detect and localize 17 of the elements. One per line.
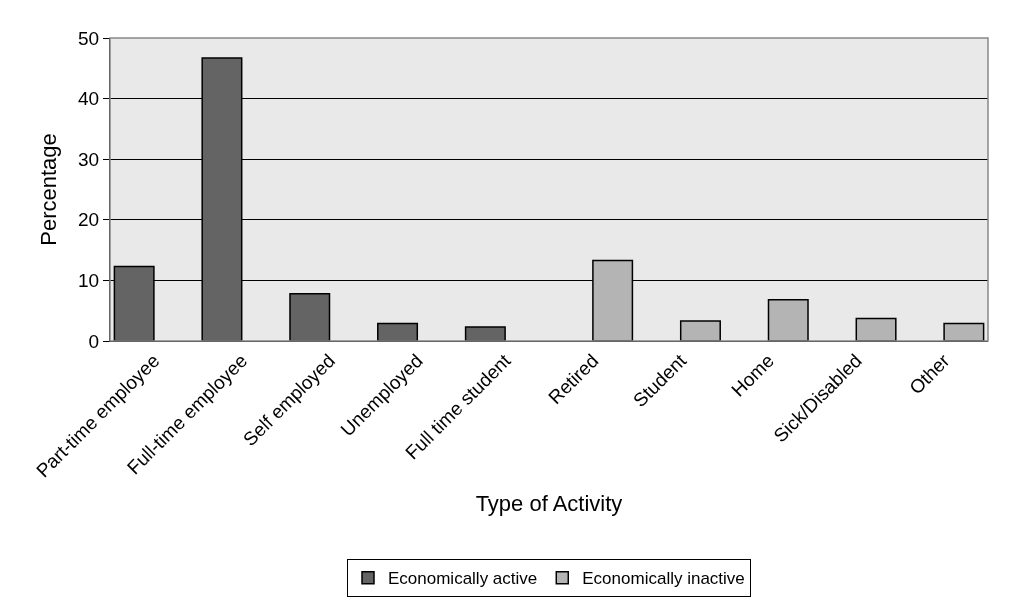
x-axis-title: Type of Activity xyxy=(475,491,623,517)
bar xyxy=(767,299,809,341)
y-tick-label: 0 xyxy=(88,330,100,352)
bar xyxy=(855,317,897,341)
y-tick-label: 50 xyxy=(78,27,100,49)
bar xyxy=(679,320,721,341)
y-tick-label: 10 xyxy=(78,270,100,292)
legend-label: Economically active xyxy=(388,569,538,589)
y-tick-label: 30 xyxy=(78,148,100,170)
y-tick-label: 40 xyxy=(78,88,100,110)
bar xyxy=(943,322,985,341)
legend-label: Economically inactive xyxy=(582,569,745,589)
bar xyxy=(464,326,506,341)
y-tick-label: 20 xyxy=(78,209,100,231)
bar xyxy=(377,322,419,341)
y-axis-title: Percentage xyxy=(35,133,61,246)
bar xyxy=(289,292,331,341)
